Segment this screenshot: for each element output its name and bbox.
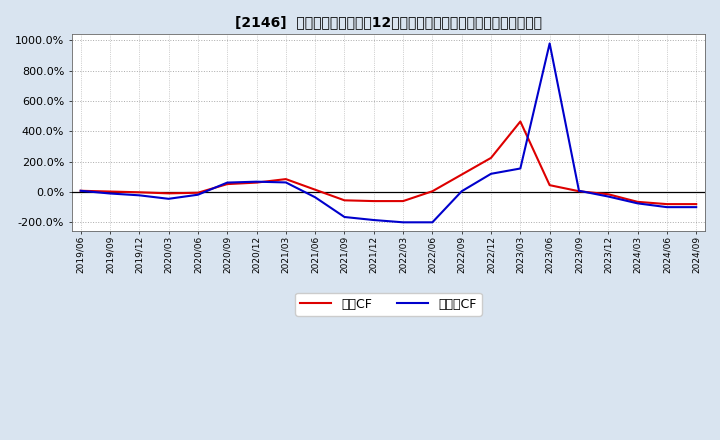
フリーCF — [194, 192, 202, 198]
営業CF — [516, 119, 525, 124]
フリーCF — [428, 220, 437, 225]
フリーCF — [662, 205, 671, 210]
営業CF — [164, 191, 173, 196]
営業CF — [428, 189, 437, 194]
営業CF — [76, 188, 85, 194]
Title: [2146]  キャッシュフローの12か月移動合計の対前年同期増減率の推移: [2146] キャッシュフローの12か月移動合計の対前年同期増減率の推移 — [235, 15, 542, 29]
フリーCF — [604, 194, 613, 199]
フリーCF — [106, 191, 114, 196]
営業CF — [252, 180, 261, 185]
営業CF — [106, 189, 114, 194]
営業CF — [282, 176, 290, 182]
フリーCF — [252, 179, 261, 184]
営業CF — [692, 202, 701, 207]
フリーCF — [311, 194, 320, 200]
フリーCF — [164, 196, 173, 202]
フリーCF — [692, 205, 701, 210]
フリーCF — [369, 217, 378, 223]
フリーCF — [545, 41, 554, 46]
営業CF — [575, 189, 583, 194]
営業CF — [135, 190, 143, 195]
営業CF — [634, 199, 642, 205]
フリーCF — [516, 166, 525, 171]
Line: 営業CF: 営業CF — [81, 121, 696, 204]
フリーCF — [223, 180, 232, 185]
営業CF — [194, 190, 202, 195]
フリーCF — [575, 188, 583, 194]
営業CF — [457, 172, 466, 177]
営業CF — [399, 198, 408, 204]
フリーCF — [340, 214, 348, 220]
営業CF — [662, 202, 671, 207]
フリーCF — [399, 220, 408, 225]
営業CF — [545, 183, 554, 188]
フリーCF — [487, 171, 495, 176]
営業CF — [369, 198, 378, 204]
フリーCF — [634, 201, 642, 206]
Legend: 営業CF, フリーCF: 営業CF, フリーCF — [295, 293, 482, 316]
営業CF — [487, 155, 495, 161]
営業CF — [311, 187, 320, 192]
Line: フリーCF: フリーCF — [81, 44, 696, 222]
営業CF — [340, 198, 348, 203]
フリーCF — [135, 193, 143, 198]
フリーCF — [282, 180, 290, 185]
フリーCF — [76, 188, 85, 194]
フリーCF — [457, 189, 466, 194]
営業CF — [604, 192, 613, 197]
営業CF — [223, 181, 232, 187]
